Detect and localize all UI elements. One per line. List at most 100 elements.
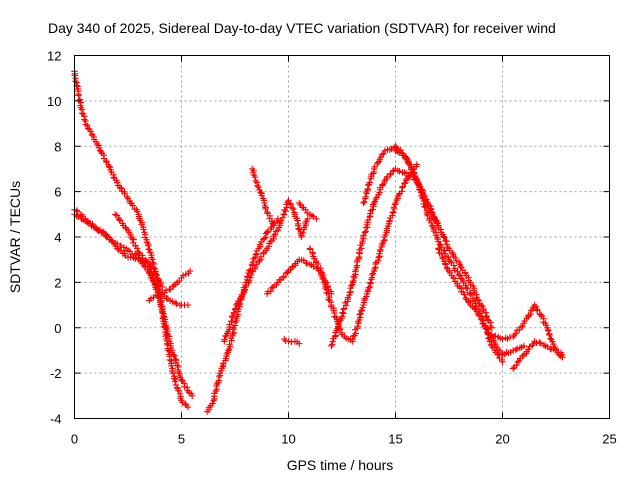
data-point-arc14 — [441, 234, 448, 241]
data-point-arc15 — [428, 219, 435, 226]
data-point-arc14 — [361, 198, 368, 206]
data-point-arc1 — [170, 375, 178, 382]
data-point-arc16 — [513, 345, 521, 352]
grid — [74, 55, 610, 419]
y-tick-label: 6 — [54, 185, 61, 200]
data-point-arc13 — [370, 199, 378, 207]
data-point-arc13 — [349, 279, 356, 286]
y-tick-label: 2 — [54, 275, 61, 290]
data-point-arc1 — [105, 163, 113, 170]
data-point-arc9 — [310, 263, 317, 270]
x-axis-label: GPS time / hours — [287, 457, 394, 473]
data-point-arc12 — [368, 271, 376, 279]
data-point-arc13 — [339, 309, 346, 316]
data-point-arc1 — [134, 208, 141, 215]
x-tick-label: 0 — [71, 432, 78, 447]
data-point-arc18 — [559, 354, 566, 361]
data-point-arc3 — [140, 262, 148, 270]
data-point-arc13 — [386, 171, 394, 179]
data-point-arc1 — [169, 369, 177, 377]
data-point-arc8 — [254, 182, 261, 189]
data-point-arc14 — [427, 208, 435, 215]
data-point-arc9 — [302, 259, 310, 267]
data-point-arc7 — [240, 289, 247, 297]
data-point-arc8 — [270, 222, 277, 229]
data-point-arc16 — [437, 250, 445, 257]
data-point-arc8 — [252, 177, 259, 185]
data-point-arc18 — [528, 342, 536, 349]
data-point-arc16 — [461, 291, 468, 298]
data-point-arc12 — [352, 330, 359, 337]
data-point-arc12 — [386, 217, 393, 224]
data-point-arc9 — [279, 274, 287, 281]
data-point-arc8 — [263, 208, 271, 216]
data-point-arc14 — [381, 147, 388, 154]
data-point-arc12 — [317, 267, 324, 275]
data-point-arc7 — [221, 336, 228, 343]
data-point-arc4 — [115, 216, 123, 223]
data-point-arc15 — [456, 272, 463, 279]
data-point-arc7 — [271, 231, 279, 238]
data-point-arc17 — [537, 311, 545, 319]
data-point-arc1 — [78, 109, 86, 117]
data-point-arc11 — [304, 209, 311, 216]
data-point-arc1 — [76, 96, 84, 103]
data-point-arc16 — [471, 304, 478, 312]
data-point-arc14 — [479, 302, 486, 310]
data-point-arc12 — [371, 265, 378, 273]
data-point-arc12 — [413, 161, 421, 168]
data-point-arc17 — [512, 330, 520, 337]
data-point-arc1 — [116, 184, 124, 191]
data-point-arc15 — [464, 285, 471, 292]
data-point-arc14 — [370, 170, 377, 177]
data-point-arc12 — [398, 188, 405, 195]
data-point-arc1 — [149, 256, 156, 263]
data-point-arc3 — [171, 299, 179, 306]
data-point-arc3 — [154, 285, 161, 293]
data-point-arc7 — [228, 317, 235, 325]
data-point-arc13 — [328, 341, 336, 348]
data-point-arc5 — [162, 287, 170, 294]
data-point-arc15 — [472, 300, 479, 307]
data-point-arc2 — [157, 303, 165, 311]
data-marks — [71, 68, 566, 415]
data-point-arc10 — [296, 340, 303, 347]
data-point-arc7 — [287, 201, 295, 208]
data-point-arc1 — [81, 116, 88, 123]
data-point-arc13 — [338, 313, 346, 320]
data-point-arc3 — [74, 208, 81, 216]
data-point-arc7 — [304, 215, 311, 223]
y-axis-label: SDTVAR / TECUs — [7, 181, 23, 293]
data-point-arc14 — [448, 249, 456, 256]
data-point-arc18 — [510, 365, 517, 372]
data-point-arc8 — [258, 192, 266, 199]
data-point-arc1 — [72, 78, 79, 85]
data-point-arc4 — [153, 271, 160, 279]
data-point-arc6 — [226, 341, 233, 348]
data-point-arc2 — [127, 253, 134, 261]
data-point-arc16 — [520, 342, 528, 350]
data-point-arc15 — [415, 186, 423, 193]
data-point-arc18 — [514, 358, 521, 366]
data-point-arc8 — [262, 205, 269, 213]
data-point-arc17 — [492, 332, 499, 340]
data-point-arc13 — [358, 245, 365, 252]
data-point-arc14 — [443, 241, 451, 248]
data-point-arc4 — [129, 235, 136, 243]
data-point-arc6 — [213, 380, 220, 388]
data-point-arc18 — [519, 352, 526, 360]
data-point-arc12 — [390, 204, 398, 211]
data-point-arc14 — [452, 254, 459, 262]
data-point-arc15 — [441, 247, 448, 255]
data-point-arc14 — [363, 190, 370, 197]
data-point-arc2 — [183, 384, 191, 391]
data-point-arc6 — [250, 255, 257, 263]
y-tick-label: -2 — [50, 366, 62, 381]
data-point-arc16 — [435, 246, 442, 253]
data-point-arc1 — [146, 246, 153, 253]
data-point-arc16 — [498, 350, 506, 357]
data-point-arc14 — [437, 226, 444, 233]
data-point-arc13 — [335, 321, 342, 328]
data-point-arc6 — [231, 319, 239, 326]
